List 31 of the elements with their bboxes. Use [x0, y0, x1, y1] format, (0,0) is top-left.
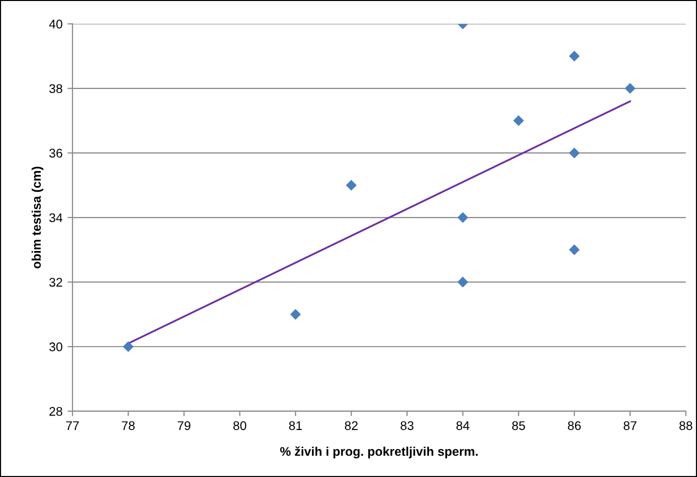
- y-tick-label: 40: [49, 20, 62, 28]
- y-tick-label: 32: [49, 278, 62, 287]
- x-tick-label: 84: [456, 421, 470, 430]
- x-tick-label: 85: [512, 421, 525, 430]
- point: [346, 180, 357, 191]
- y-tick-label: 28: [49, 406, 62, 416]
- x-axis-title: % živih i prog. pokretljivih sperm.: [280, 446, 478, 458]
- point: [290, 308, 301, 320]
- x-tick-label: 83: [400, 421, 414, 430]
- point: [457, 276, 468, 288]
- x-tick-label: 88: [679, 421, 692, 430]
- y-axis-title: obim testisa (cm): [32, 166, 44, 268]
- point: [624, 83, 636, 94]
- x-tick-label: 81: [289, 421, 302, 430]
- x-tick-label: 86: [568, 421, 581, 430]
- y-tick-label: 30: [49, 342, 62, 352]
- x-tick-label: 80: [233, 421, 246, 430]
- point: [122, 341, 134, 352]
- x-tick-label: 79: [178, 421, 190, 430]
- point: [513, 115, 524, 126]
- y-tick-label: 36: [49, 148, 62, 158]
- point: [568, 50, 580, 62]
- point: [457, 212, 468, 223]
- y-tick-label: 34: [49, 213, 62, 222]
- point: [568, 148, 580, 158]
- point: [568, 244, 580, 256]
- x-tick-label: 77: [66, 421, 79, 430]
- x-tick-label: 82: [344, 421, 358, 430]
- y-tick-label: 38: [49, 84, 62, 94]
- x-tick-label: 78: [122, 421, 135, 430]
- x-tick-label: 87: [624, 421, 636, 430]
